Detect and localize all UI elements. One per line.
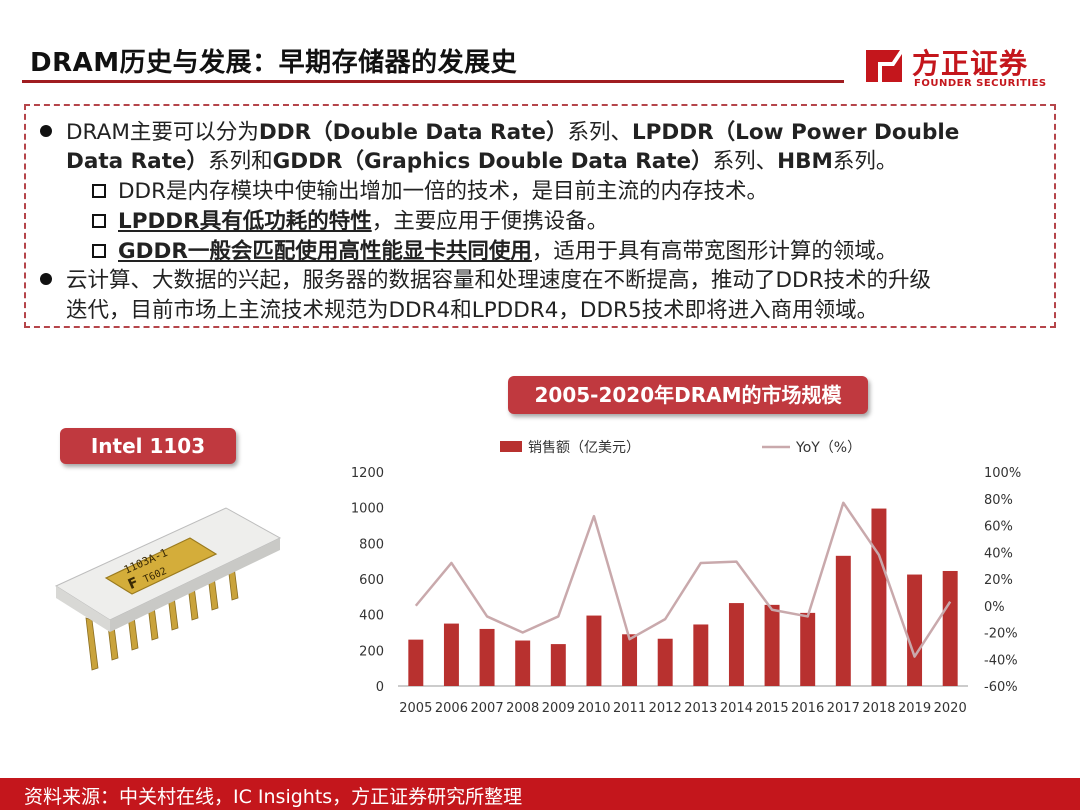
y2-tick-label: 0% (984, 600, 1005, 615)
y-tick-label: 1000 (351, 502, 384, 517)
text-segment: DRAM主要可以分为 (66, 120, 259, 145)
x-tick-label: 2014 (720, 701, 753, 716)
title-divider (22, 80, 844, 83)
x-tick-label: 2006 (435, 701, 468, 716)
text-segment-bold: LPDDR（Low Power Double (631, 120, 960, 145)
text-segment: 迭代，目前市场上主流技术规范为DDR4和LPDDR4，DDR5技术即将进入商用领… (66, 298, 879, 323)
y2-tick-label: -40% (984, 653, 1018, 668)
footer-bar: 资料来源：中关村在线，IC Insights，方正证券研究所整理 (0, 778, 1080, 810)
legend-bar-swatch (500, 441, 522, 452)
x-tick-label: 2009 (542, 701, 575, 716)
founder-logo-icon (866, 50, 902, 82)
y2-tick-label: 20% (984, 573, 1013, 588)
y2-tick-label: -60% (984, 680, 1018, 695)
text-segment-bold: GDDR（Graphics Double Data Rate） (272, 149, 713, 174)
square-bullet-icon (92, 214, 106, 228)
text-segment-bold: LPDDR具有低功耗的特性 (118, 209, 372, 234)
bullet-2-line-2: 迭代，目前市场上主流技术规范为DDR4和LPDDR4，DDR5技术即将进入商用领… (66, 298, 878, 324)
summary-box: DRAM主要可以分为DDR（Double Data Rate）系列、LPDDR（… (24, 104, 1056, 328)
bar-2013 (693, 624, 709, 686)
y-tick-label: 400 (359, 609, 384, 624)
x-tick-label: 2010 (577, 701, 610, 716)
bar-2015 (764, 604, 780, 686)
bar-2008 (515, 640, 531, 686)
logo-text-cn: 方正证券 (912, 47, 1029, 80)
chart-title: 2005-2020年DRAM的市场规模 (508, 376, 868, 414)
bullet-1-line-1: DRAM主要可以分为DDR（Double Data Rate）系列、LPDDR（… (40, 120, 959, 146)
text-segment: 系列、 (712, 149, 778, 174)
bullet-2-line-1: 云计算、大数据的兴起，服务器的数据容量和处理速度在不断提高，推动了DDR技术的升… (40, 268, 931, 294)
page-title: DRAM历史与发展：早期存储器的发展史 (30, 48, 518, 78)
bar-2011 (622, 634, 638, 686)
chart-ticks: 0 200 400 600 800 1000 1200 -60% -40% -20% 0% 20% 40… (351, 466, 1021, 716)
x-tick-label: 2012 (649, 701, 682, 716)
text-segment: 云计算、大数据的兴起，服务器的数据容量和处理速度在不断提高，推动了DDR技术的升… (66, 268, 932, 293)
text-segment: 系列。 (832, 149, 898, 174)
y2-tick-label: 100% (984, 466, 1021, 481)
bar-2014 (728, 603, 744, 686)
chart-yoy-line (414, 501, 952, 658)
yoy-line (414, 501, 952, 658)
x-tick-label: 2015 (756, 701, 789, 716)
x-tick-label: 2013 (684, 701, 717, 716)
bar-2007 (479, 628, 495, 686)
x-tick-label: 2005 (399, 701, 432, 716)
x-tick-label: 2008 (506, 701, 539, 716)
square-bullet-icon (92, 184, 106, 198)
y2-tick-label: -20% (984, 627, 1018, 642)
bullet-1-line-2: Data Rate）系列和GDDR（Graphics Double Data R… (66, 149, 897, 175)
text-segment: DDR是内存模块中使输出增加一倍的技术，是目前主流的内存技术。 (118, 179, 769, 204)
dram-market-chart: 销售额（亿美元） YoY（%） 0 200 400 600 800 1000 1200 -60… (351, 440, 1021, 716)
text-segment: 系列和 (208, 149, 273, 174)
legend-label-yoy: YoY（%） (795, 440, 861, 456)
text-segment-bold: HBM (777, 149, 833, 174)
bar-2019 (907, 574, 923, 686)
sub-bullet-gddr: GDDR一般会匹配使用高性能显卡共同使用，适用于具有高带宽图形计算的领域。 (92, 239, 897, 265)
bar-2020 (942, 570, 958, 686)
intel-label: Intel 1103 (60, 428, 236, 464)
x-tick-label: 2017 (827, 701, 860, 716)
text-segment-bold: GDDR一般会匹配使用高性能显卡共同使用 (118, 239, 532, 264)
bar-2017 (835, 555, 851, 686)
x-tick-label: 2019 (898, 701, 931, 716)
bar-2006 (443, 623, 459, 686)
text-segment: ，适用于具有高带宽图形计算的领域。 (531, 239, 898, 264)
y-tick-label: 800 (359, 537, 384, 552)
y-tick-label: 200 (359, 644, 384, 659)
square-bullet-icon (92, 244, 106, 258)
y2-tick-label: 40% (984, 546, 1013, 561)
text-segment: ，主要应用于便携设备。 (371, 209, 609, 234)
sub-bullet-ddr: DDR是内存模块中使输出增加一倍的技术，是目前主流的内存技术。 (92, 179, 768, 205)
bar-2010 (586, 615, 602, 686)
legend-label-sales: 销售额（亿美元） (528, 440, 640, 456)
text-segment: 系列、 (567, 120, 632, 145)
y2-tick-label: 80% (984, 493, 1013, 508)
chart-bars (408, 508, 958, 686)
y-tick-label: 1200 (351, 466, 384, 481)
bullet-dot-icon (40, 125, 52, 137)
logo-text-en: FOUNDER SECURITIES (914, 78, 1047, 89)
bar-2009 (550, 644, 566, 686)
founder-logo: 方正证券 FOUNDER SECURITIES (862, 40, 1052, 92)
text-segment-bold: DDR（Double Data Rate） (258, 120, 568, 145)
x-tick-label: 2011 (613, 701, 646, 716)
bullet-dot-icon (40, 273, 52, 285)
intel-1103-chip-image: 1103A-1 F T602 (54, 507, 282, 671)
bar-2012 (657, 638, 673, 686)
x-tick-label: 2007 (471, 701, 504, 716)
bar-2018 (871, 508, 887, 686)
text-segment-bold: Data Rate） (66, 149, 209, 174)
chart-legend: 销售额（亿美元） YoY（%） (500, 440, 861, 456)
y2-tick-label: 60% (984, 520, 1013, 535)
x-tick-label: 2016 (791, 701, 824, 716)
y-tick-label: 0 (376, 680, 384, 695)
bar-2005 (408, 639, 424, 686)
source-note: 资料来源：中关村在线，IC Insights，方正证券研究所整理 (24, 786, 523, 808)
y-tick-label: 600 (359, 573, 384, 588)
x-tick-label: 2018 (862, 701, 895, 716)
bar-2016 (800, 612, 816, 686)
x-tick-label: 2020 (934, 701, 967, 716)
sub-bullet-lpddr: LPDDR具有低功耗的特性，主要应用于便携设备。 (92, 209, 608, 235)
